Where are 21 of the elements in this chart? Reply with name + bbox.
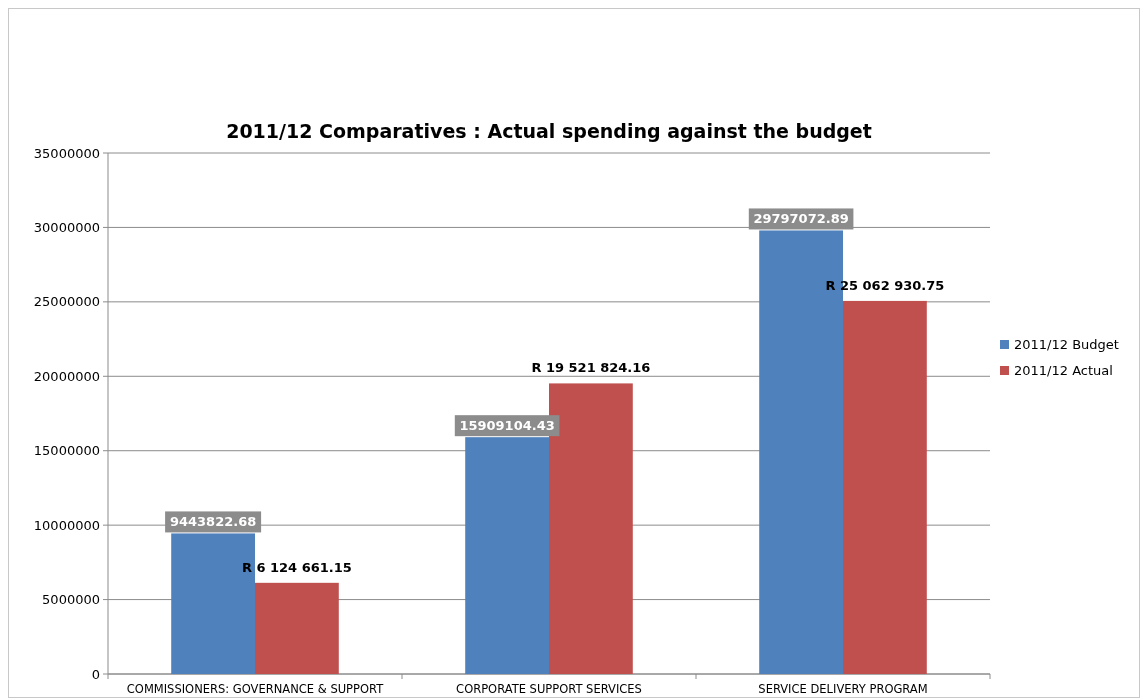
y-tick-label: 15000000 [33,443,100,459]
x-tick-label: CORPORATE SUPPORT SERVICES [456,682,642,696]
data-label: R 6 124 661.15 [241,559,352,575]
x-tick-label: SERVICE DELIVERY PROGRAM [758,682,928,696]
legend-label: 2011/12 Actual [1014,363,1113,379]
y-tick-label: 0 [91,666,100,682]
y-tick-label: 35000000 [33,145,100,161]
y-tick-label: 5000000 [42,592,100,608]
bar [843,300,927,674]
y-tick-label: 20000000 [33,368,100,384]
data-label: 9443822.68 [169,514,257,530]
chart-title: 2011/12 Comparatives : Actual spending against the budget [226,120,872,142]
y-tick-label: 10000000 [33,517,100,533]
y-tick-label: 30000000 [33,219,100,235]
data-label: R 19 521 824.16 [531,360,651,376]
data-label: 29797072.89 [753,211,849,227]
bar [255,582,339,674]
legend-label: 2011/12 Budget [1014,337,1119,353]
data-label: 15909104.43 [459,418,555,434]
y-tick-label: 25000000 [33,294,100,310]
x-tick-label: COMMISSIONERS: GOVERNANCE & SUPPORT [126,682,385,696]
